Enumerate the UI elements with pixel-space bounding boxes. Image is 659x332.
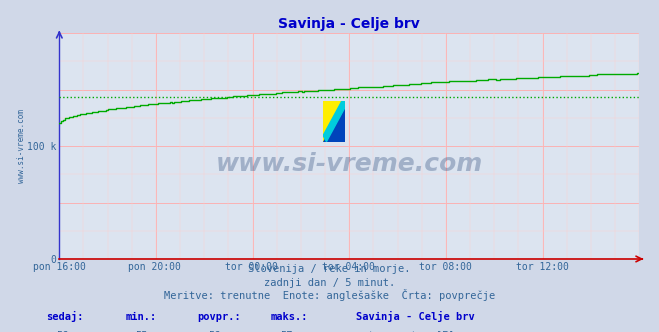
Text: sedaj:: sedaj: — [46, 311, 84, 322]
Text: www.si-vreme.com: www.si-vreme.com — [215, 152, 483, 176]
Text: povpr.:: povpr.: — [198, 312, 241, 322]
Text: Slovenija / reke in morje.: Slovenija / reke in morje. — [248, 264, 411, 274]
Text: Meritve: trenutne  Enote: anglešaške  Črta: povprečje: Meritve: trenutne Enote: anglešaške Črta… — [164, 289, 495, 301]
Text: 56: 56 — [208, 331, 220, 332]
Polygon shape — [323, 101, 345, 141]
Text: zadnji dan / 5 minut.: zadnji dan / 5 minut. — [264, 278, 395, 288]
Text: maks.:: maks.: — [270, 312, 308, 322]
Text: 55: 55 — [136, 331, 148, 332]
Polygon shape — [323, 101, 345, 141]
Text: temperatura[F]: temperatura[F] — [368, 331, 455, 332]
Text: Savinja - Celje brv: Savinja - Celje brv — [356, 311, 474, 322]
Text: 57: 57 — [281, 331, 293, 332]
Polygon shape — [323, 101, 345, 141]
Text: min.:: min.: — [125, 312, 156, 322]
Title: Savinja - Celje brv: Savinja - Celje brv — [278, 17, 420, 31]
Text: www.si-vreme.com: www.si-vreme.com — [17, 109, 26, 183]
Text: 56: 56 — [57, 331, 69, 332]
